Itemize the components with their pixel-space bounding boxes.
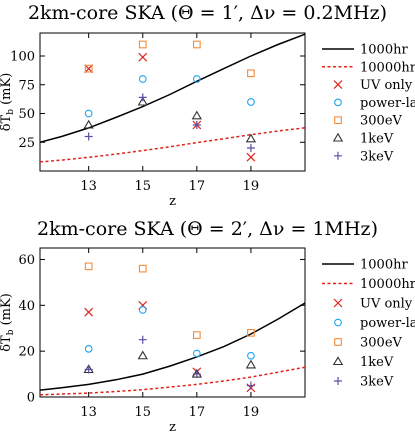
chart-1-series-uv-only-point: [246, 152, 256, 162]
chart-1-series-power-law-point: [138, 75, 147, 83]
chart-2-series-uv-only-point: [84, 307, 94, 317]
chart-2-series-power-law-point: [84, 345, 93, 353]
chart-1-frame: [39, 32, 306, 172]
chart-1-series-10000hr-line: [40, 127, 305, 163]
chart-2-legend-uv-only-swatch: [333, 298, 343, 308]
chart-2-title: 2km-core SKA (Θ = 2′, Δν = 1MHz): [37, 218, 378, 240]
chart-2-legend-1kev-swatch: [332, 356, 344, 366]
chart-1-series-1kev-point: [137, 96, 148, 106]
chart-1-legend-3kev-label: 3keV: [360, 149, 394, 164]
chart-2-xtick-label: 15: [134, 405, 151, 420]
chart-2-series-power-law-point: [138, 306, 147, 314]
chart-1-series-power-law-point: [247, 98, 255, 106]
chart-1-ytick-label: 75: [18, 78, 35, 93]
chart-2-series-1000hr-line: [40, 302, 305, 391]
chart-2-ytick-label: 20: [18, 345, 35, 360]
chart-1-ytick-label: 50: [18, 107, 35, 122]
chart-1-series-3kev-point: [246, 144, 255, 152]
chart-1-legend-1kev-swatch: [332, 132, 344, 142]
chart-1-series-3kev-point: [192, 121, 201, 129]
chart-1-xlabel: z: [169, 194, 176, 209]
chart-1-series-1kev-point: [245, 133, 257, 143]
chart-2-data: [40, 262, 305, 396]
chart-1-series-1kev-point: [191, 110, 202, 120]
chart-2-series-300ev-point: [247, 328, 255, 337]
chart-2-xtick-label: 19: [243, 405, 260, 420]
chart-1-series-3kev-point: [138, 93, 147, 102]
chart-2-series-10000hr-line: [40, 366, 305, 396]
chart-1-series-300ev-point: [84, 64, 93, 73]
chart-1-legend-3kev-swatch: [334, 151, 342, 160]
chart-1-series-1kev-point: [83, 119, 94, 129]
chart-1-xtick-label: 13: [80, 179, 97, 194]
chart-2-series-300ev-point: [138, 264, 147, 273]
chart-2-series-1kev-point: [137, 350, 148, 360]
chart-2-legend-power-law-swatch: [334, 318, 342, 327]
chart-1-legend-power-law-label: power-law: [360, 96, 415, 111]
chart-2-xtick-label: 17: [189, 405, 206, 420]
chart-1-legend-power-law-swatch: [334, 98, 342, 107]
chart-1-xtick-label: 15: [134, 179, 151, 194]
chart-1-data: [40, 33, 305, 163]
chart-1-legend-1kev-label: 1keV: [360, 132, 394, 147]
chart-2-legend-3kev-swatch: [334, 377, 342, 385]
chart-2-series-power-law-point: [192, 349, 201, 358]
chart-2-xlabel: z: [169, 420, 176, 435]
chart-1-xtick-label: 17: [189, 179, 206, 194]
chart-1-series-300ev-point: [192, 40, 201, 49]
chart-2-series-3kev-point: [84, 365, 93, 374]
chart-2-series-300ev-point: [84, 262, 93, 271]
chart-1-series-300ev-point: [247, 69, 255, 78]
chart-2-legend: 1000hr 10000hr UV only power-law 300eV 1keV 3k…: [322, 258, 415, 390]
chart-2-series-3kev-point: [138, 335, 147, 344]
chart-1-series-uv-only-point: [138, 52, 148, 62]
chart-1-legend-300ev-swatch: [334, 116, 342, 125]
chart-1-legend-uv-only-swatch: [333, 80, 343, 90]
chart-2-ytick-label: 0: [27, 391, 35, 406]
chart-2-xtick-label: 13: [80, 405, 97, 420]
chart-2-series-3kev-point: [192, 370, 201, 379]
chart-2-legend-uv-only-label: UV only: [360, 297, 413, 312]
chart-1-ylabel: δTb (mK): [0, 73, 16, 132]
chart-2-series-1kev-point: [245, 359, 257, 369]
chart-1-legend-300ev-label: 300eV: [360, 114, 403, 129]
chart-1-series-uv-only-point: [84, 64, 94, 74]
chart-2-legend-10000hr-label: 10000hr: [360, 277, 415, 292]
chart-2-legend-3kev-label: 3keV: [360, 375, 394, 390]
chart-2-series-300ev-point: [192, 331, 201, 339]
chart-2-series-3kev-point: [246, 381, 255, 390]
chart-1-legend: 1000hr 10000hr UV only power-law 300eV 1keV 3k…: [322, 43, 415, 164]
chart-1-title: 2km-core SKA (Θ = 1′, Δν = 0.2MHz): [27, 2, 388, 24]
chart-2-ytick-label: 40: [18, 299, 35, 314]
chart-1-series-3kev-point: [84, 132, 93, 141]
chart-1-series-power-law-point: [192, 75, 201, 83]
chart-2-legend-300ev-swatch: [334, 338, 342, 346]
chart-1-legend-1000hr-label: 1000hr: [360, 43, 408, 58]
chart-2-series-power-law-point: [247, 351, 255, 360]
chart-2-legend-1kev-label: 1keV: [360, 355, 394, 370]
chart-2-legend-1000hr-label: 1000hr: [360, 258, 408, 273]
chart-1-legend-uv-only-label: UV only: [360, 78, 413, 93]
chart-1-series-power-law-point: [84, 109, 93, 118]
chart-2-ytick-label: 60: [18, 253, 35, 268]
chart-1-series-1000hr-line: [40, 33, 305, 144]
chart-1-ytick-label: 25: [18, 136, 35, 151]
chart-2-frame: [39, 247, 306, 398]
chart-2-legend-300ev-label: 300eV: [360, 336, 403, 351]
chart-2-legend-power-law-label: power-law: [360, 316, 415, 331]
chart-1-series-300ev-point: [138, 40, 147, 49]
chart-1-xtick-label: 19: [243, 179, 260, 194]
chart-1-ytick-label: 100: [10, 50, 35, 65]
chart-2-ylabel: δTb (mK): [0, 293, 16, 352]
chart-1-legend-10000hr-label: 10000hr: [360, 60, 415, 75]
